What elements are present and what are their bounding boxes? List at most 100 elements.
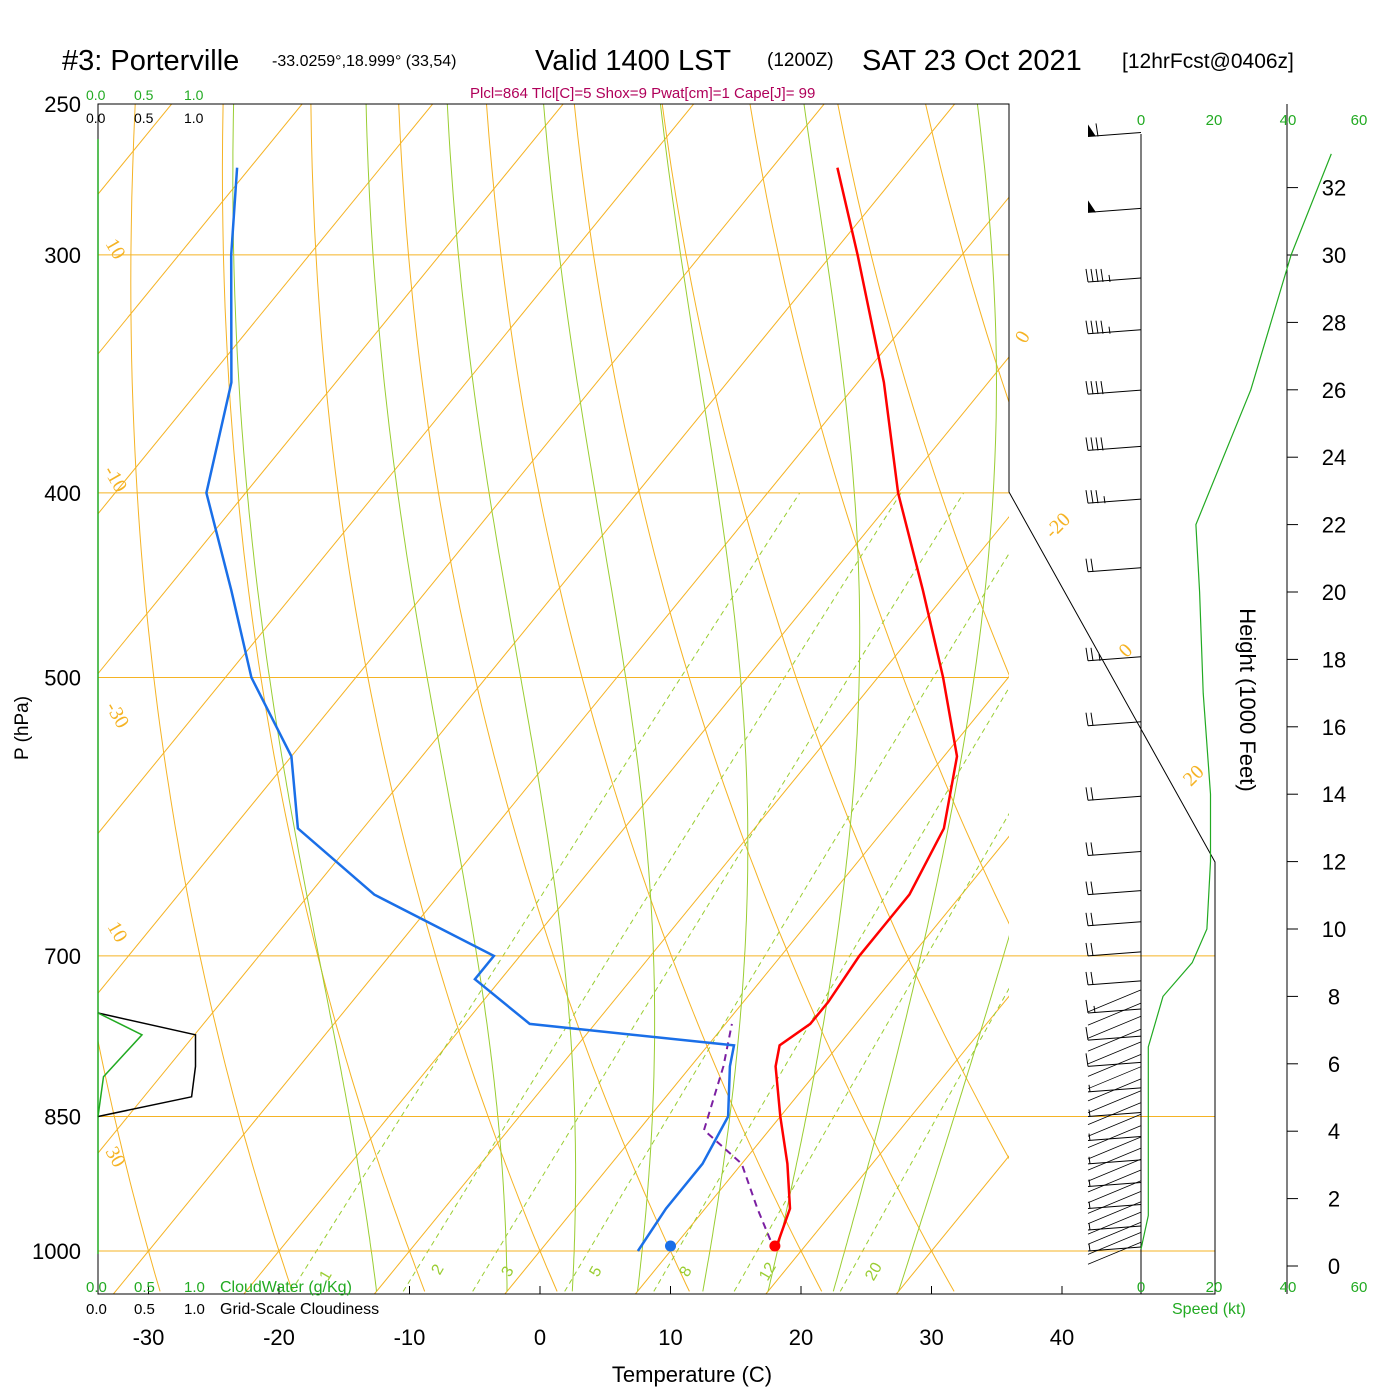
wind-barb xyxy=(1085,647,1142,662)
wind-barb xyxy=(1085,1027,1142,1041)
cl-bottom-tick-0: 0.0 xyxy=(86,1301,107,1318)
p-tick-label: 400 xyxy=(44,481,81,506)
wind-barb-shaft xyxy=(1087,1225,1142,1231)
p-tick-label: 250 xyxy=(44,92,81,117)
isotherm xyxy=(98,104,956,1154)
wind-barb xyxy=(1085,268,1142,283)
wind-barb-hatch xyxy=(1087,1169,1142,1193)
x-tick-label: 10 xyxy=(658,1325,682,1350)
wind-barb xyxy=(1085,437,1142,451)
mixing-ratio-label: 12 xyxy=(756,1260,780,1284)
dry-adiabat xyxy=(749,104,1009,925)
wind-barb-flag xyxy=(1085,881,1089,895)
valid-time: Valid 1400 LST xyxy=(535,45,731,77)
wind-barb-hatch xyxy=(1087,1241,1142,1265)
wind-barb-shaft xyxy=(1087,890,1142,896)
cw-top-tick-2: 1.0 xyxy=(184,87,204,103)
height-tick-label: 20 xyxy=(1322,580,1346,605)
valid-date: SAT 23 Oct 2021 xyxy=(862,45,1082,77)
wind-barb xyxy=(1087,1222,1142,1231)
wind-speed-profile xyxy=(1140,153,1332,1250)
dry-adiabat xyxy=(661,104,1009,1160)
wind-barb-flag xyxy=(1085,842,1089,856)
wind-barb-hatch xyxy=(1087,1136,1142,1160)
p-tick-label: 1000 xyxy=(32,1239,81,1264)
mixing-ratio-line xyxy=(564,552,1009,1292)
wind-barb-pennant xyxy=(1088,124,1096,137)
wind-barb-flag xyxy=(1090,971,1094,986)
station-coords: -33.0259°,18.999° (33,54) xyxy=(272,53,456,70)
wind-barb xyxy=(1085,912,1142,927)
wind-barb-flag xyxy=(1085,1053,1089,1067)
cloudiness-profile xyxy=(97,1012,197,1118)
wind-barb xyxy=(1087,123,1142,137)
isotherm-label: 10 xyxy=(101,235,130,263)
speed-label: Speed (kt) xyxy=(1172,1301,1246,1318)
wind-barb-flag xyxy=(1090,268,1094,283)
wind-barb-hatch xyxy=(1087,1201,1142,1225)
wind-barb-flag xyxy=(1085,1027,1089,1041)
wind-barb-hatch xyxy=(1087,1190,1142,1214)
wind-barb-shaft xyxy=(1087,980,1142,986)
moist-adiabat xyxy=(232,104,377,1292)
isotherm xyxy=(1157,104,1400,1294)
height-tick-label: 32 xyxy=(1322,176,1346,201)
parcel-trace xyxy=(702,1023,776,1252)
station-title: #3: Porterville xyxy=(62,45,239,77)
dry-adiabat xyxy=(98,1038,161,1292)
wind-barb xyxy=(1085,942,1142,957)
wind-barb-shaft xyxy=(1087,1112,1142,1118)
moist-adiabat xyxy=(446,104,577,1292)
wind-barb-flag xyxy=(1085,558,1089,572)
mixing-ratio-label: 8 xyxy=(677,1264,696,1280)
wind-barb-hatch xyxy=(1087,1221,1142,1245)
wind-barb-flag xyxy=(1095,268,1099,283)
mixing-ratio-line xyxy=(733,812,1009,1292)
wind-barb-half-flag xyxy=(1098,653,1101,661)
wind-barb xyxy=(1085,971,1142,986)
height-tick-label: 8 xyxy=(1328,984,1340,1009)
temperature-profile xyxy=(773,167,959,1252)
moist-adiabat xyxy=(659,104,749,1292)
mixing-ratio-line xyxy=(653,686,1009,1292)
wind-barb xyxy=(1085,787,1142,801)
zulu-time: (1200Z) xyxy=(767,50,834,71)
wind-barb xyxy=(1087,1179,1142,1187)
wind-barb-shaft xyxy=(1087,721,1142,727)
wind-barb-hatch xyxy=(1087,989,1142,1013)
wind-barb xyxy=(1085,881,1142,896)
speed-bottom-tick-3: 60 xyxy=(1351,1279,1368,1296)
dry-adiabat xyxy=(837,104,1009,676)
isotherm xyxy=(98,104,564,675)
wind-barb-half-flag xyxy=(1103,496,1106,504)
wind-barb-half-flag xyxy=(1108,326,1111,334)
wind-barb-half-flag xyxy=(1088,1109,1091,1117)
wind-barb-shaft xyxy=(1087,498,1142,504)
wind-barb-flag xyxy=(1085,942,1089,956)
height-tick-label: 22 xyxy=(1322,513,1346,538)
mixing-ratio-line xyxy=(290,492,801,1292)
wind-barb-hatch xyxy=(1087,1066,1142,1090)
wind-barb xyxy=(1085,712,1142,727)
height-tick-label: 28 xyxy=(1322,310,1346,335)
wind-barb-hatch xyxy=(1087,1090,1142,1114)
wind-barb-hatch xyxy=(1087,1054,1142,1077)
moist-adiabat xyxy=(543,104,656,1292)
isotherm xyxy=(98,104,825,995)
wind-barb-hatch xyxy=(1087,1028,1142,1052)
wind-barb-shaft xyxy=(1087,795,1142,801)
wind-barb-hatch xyxy=(1087,1041,1142,1065)
height-tick-label: 12 xyxy=(1322,850,1346,875)
dry-adiabat xyxy=(0,70,28,1291)
cloudwater-label: CloudWater (g/Kg) xyxy=(220,1279,352,1296)
wind-barb-hatch xyxy=(1087,1211,1142,1235)
isotherm-label: 10 xyxy=(103,918,132,946)
wind-barb-hatch xyxy=(1087,1078,1142,1102)
wind-barb-shaft xyxy=(1087,656,1142,662)
wind-barb-flag xyxy=(1085,912,1089,926)
moist-adiabat xyxy=(767,104,861,1292)
wind-barb-hatch xyxy=(1087,1231,1142,1255)
wind-barb-shaft xyxy=(1087,277,1142,283)
isotherm xyxy=(1027,104,1400,1294)
